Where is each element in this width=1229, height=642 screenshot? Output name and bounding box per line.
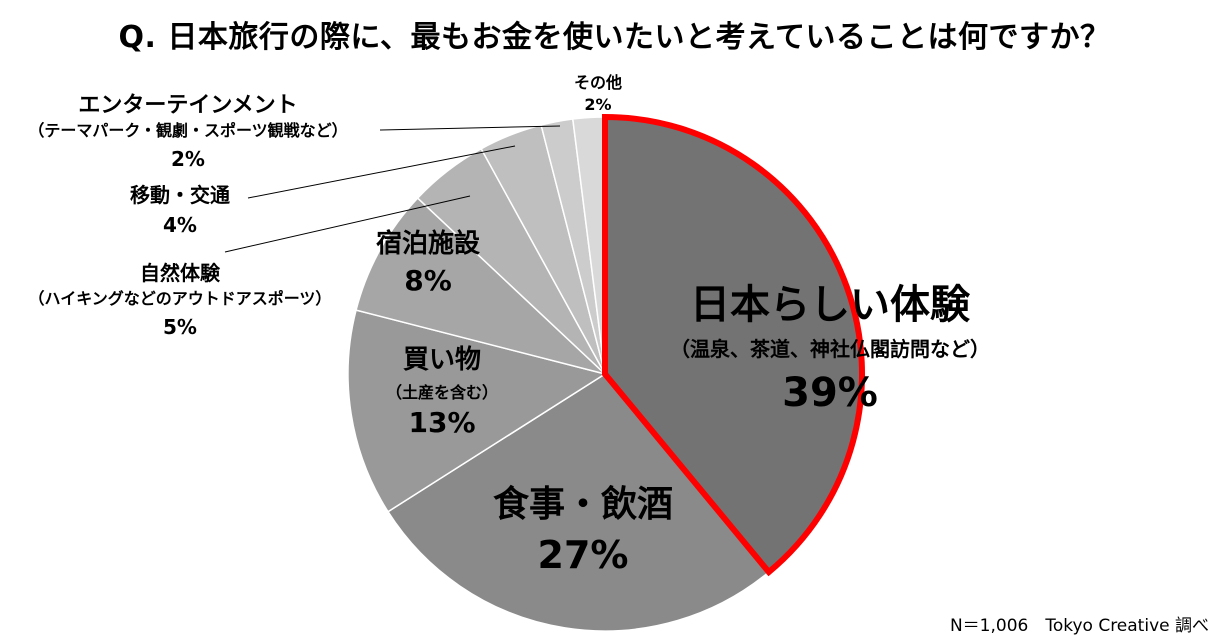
leader-line [247, 145, 516, 199]
slice-sublabel: （土産を含む） [386, 383, 498, 402]
slice-label: 宿泊施設 [376, 228, 481, 259]
slice-label: 自然体験 [140, 261, 221, 285]
slice-value: 13% [408, 406, 475, 439]
slice-value: 2% [584, 95, 611, 114]
slice-label: 食事・飲酒 [493, 484, 673, 525]
slice-value: 27% [538, 533, 629, 577]
leader-line [224, 195, 471, 253]
slice-label: 移動・交通 [130, 183, 230, 207]
slice-label: 買い物 [403, 345, 481, 375]
pie-slice [355, 197, 606, 375]
pie-slice [386, 373, 770, 632]
slice-value: 5% [163, 315, 197, 339]
slice-label: その他 [574, 73, 622, 92]
slice-sublabel: （テーマパーク・観劇・スポーツ観戦など） [28, 121, 347, 140]
pie-slice [347, 309, 607, 513]
slice-value: 8% [404, 264, 452, 297]
slice-sublabel: （ハイキングなどのアウトドアスポーツ） [29, 289, 332, 308]
slice-value: 39% [782, 370, 878, 416]
slice-value: 4% [163, 213, 197, 237]
leader-line [379, 125, 561, 131]
slice-value: 2% [171, 147, 205, 171]
footnote: N＝1,006 Tokyo Creative 調べ [949, 616, 1209, 636]
slice-label: 日本らしい体験 [690, 282, 971, 328]
highlight-outline [602, 113, 865, 577]
chart-title: Q. 日本旅行の際に、最もお金を使いたいと考えていることは何ですか？ [118, 20, 1111, 55]
slice-sublabel: （温泉、茶道、神社仏閣訪問など） [670, 337, 990, 361]
slice-label: エンターテインメント [78, 93, 297, 118]
